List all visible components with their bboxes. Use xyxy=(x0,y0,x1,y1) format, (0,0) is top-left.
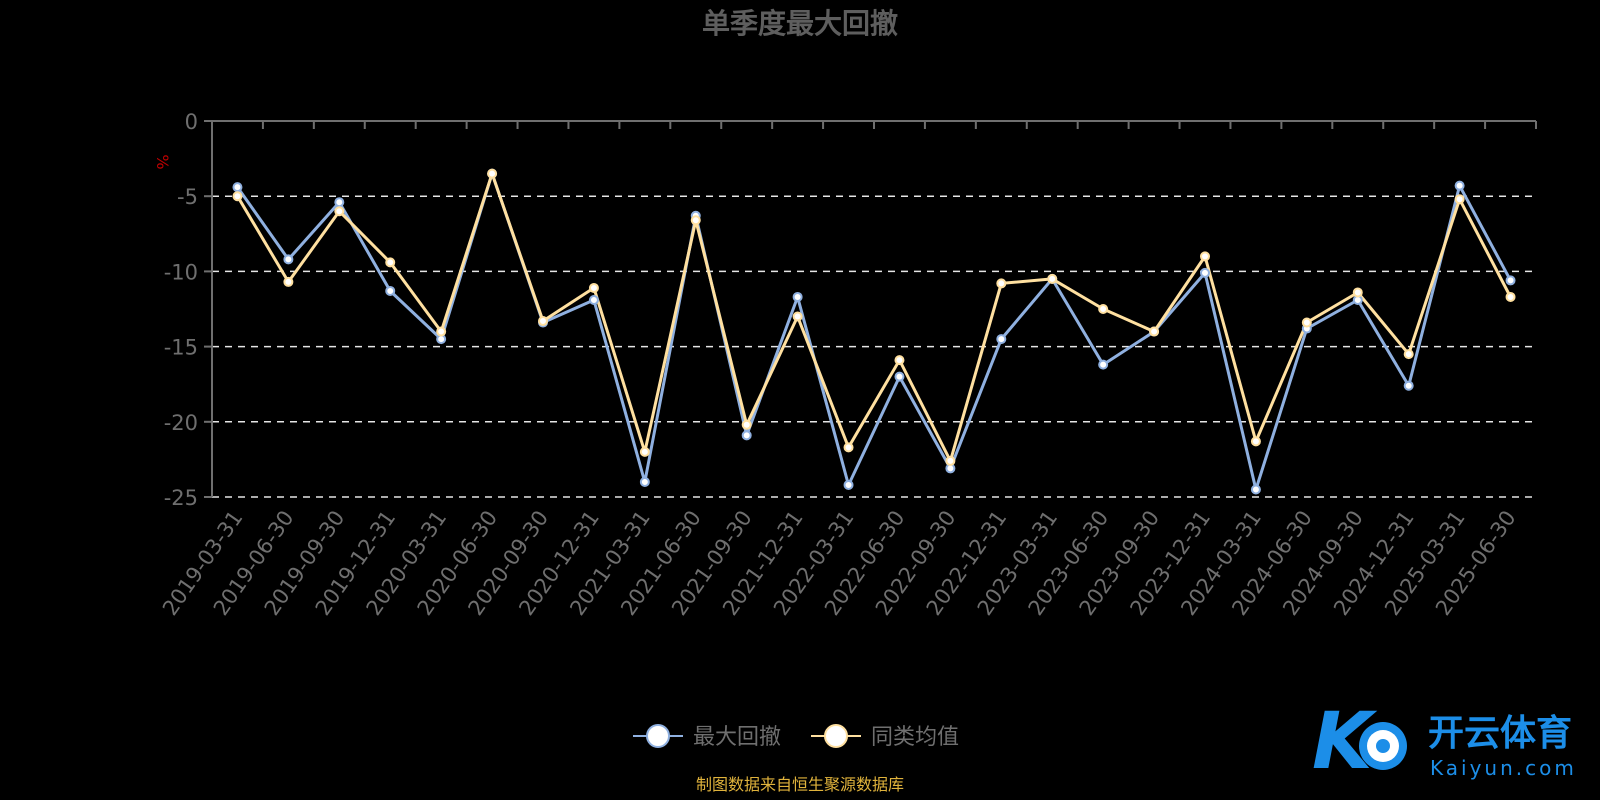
data-point-series-0[interactable] xyxy=(1250,484,1261,495)
data-point-series-1[interactable] xyxy=(639,446,650,457)
data-point-series-1[interactable] xyxy=(1149,326,1160,337)
data-point-series-0[interactable] xyxy=(843,479,854,490)
data-point-series-0[interactable] xyxy=(588,294,599,305)
data-source-note: 制图数据来自恒生聚源数据库 xyxy=(696,775,904,794)
data-point-series-0[interactable] xyxy=(1454,180,1465,191)
data-point-series-0[interactable] xyxy=(385,285,396,296)
y-tick-label: -5 xyxy=(177,185,198,209)
data-point-series-1[interactable] xyxy=(436,326,447,337)
legend-label-peer-average: 同类均值 xyxy=(871,725,959,750)
data-point-series-0[interactable] xyxy=(996,334,1007,345)
chart-title: 单季度最大回撤 xyxy=(702,7,898,40)
data-point-series-0[interactable] xyxy=(792,291,803,302)
data-point-series-0[interactable] xyxy=(232,182,243,193)
data-point-series-1[interactable] xyxy=(1352,287,1363,298)
legend-label-max-drawdown: 最大回撤 xyxy=(693,725,781,750)
data-point-series-0[interactable] xyxy=(639,476,650,487)
y-tick-label: -10 xyxy=(164,260,198,284)
data-point-series-0[interactable] xyxy=(1403,380,1414,391)
data-point-series-1[interactable] xyxy=(792,311,803,322)
data-point-series-0[interactable] xyxy=(1098,359,1109,370)
data-point-series-1[interactable] xyxy=(1403,349,1414,360)
data-point-series-0[interactable] xyxy=(894,371,905,382)
data-point-series-0[interactable] xyxy=(283,254,294,265)
data-point-series-1[interactable] xyxy=(843,442,854,453)
data-point-series-1[interactable] xyxy=(1047,273,1058,284)
brand-name-en: Kaiyun.com xyxy=(1430,756,1577,780)
data-point-series-1[interactable] xyxy=(1098,304,1109,314)
data-point-series-1[interactable] xyxy=(996,278,1007,289)
legend-marker-peer-average xyxy=(824,724,848,748)
data-point-series-1[interactable] xyxy=(1301,317,1312,328)
data-point-series-1[interactable] xyxy=(588,282,599,293)
data-point-series-1[interactable] xyxy=(232,191,243,202)
legend[interactable]: 最大回撤 同类均值 xyxy=(633,724,959,750)
data-point-series-1[interactable] xyxy=(1200,251,1210,262)
data-point-series-1[interactable] xyxy=(385,257,396,268)
grid-layer xyxy=(212,195,1536,498)
legend-item-max-drawdown[interactable]: 最大回撤 xyxy=(633,724,781,750)
series-line-1 xyxy=(236,172,1512,463)
brand-name-cn: 开云体育 xyxy=(1428,713,1572,754)
data-point-series-1[interactable] xyxy=(334,206,345,217)
data-point-series-1[interactable] xyxy=(283,276,294,287)
y-tick-label: -20 xyxy=(164,411,198,435)
data-point-series-1[interactable] xyxy=(538,316,548,327)
data-point-series-0[interactable] xyxy=(334,197,345,208)
data-point-series-1[interactable] xyxy=(741,419,752,430)
series-line-0 xyxy=(236,172,1512,491)
data-point-series-0[interactable] xyxy=(1505,275,1516,286)
data-point-series-1[interactable] xyxy=(1505,291,1516,302)
data-point-series-0[interactable] xyxy=(1200,267,1210,278)
series-layer xyxy=(232,168,1516,495)
y-axis-unit: % xyxy=(153,154,172,169)
data-point-series-1[interactable] xyxy=(690,215,701,226)
data-point-series-1[interactable] xyxy=(1250,436,1261,447)
legend-marker-max-drawdown xyxy=(646,724,670,748)
data-point-series-1[interactable] xyxy=(487,168,498,179)
axis-layer: 0-5-10-15-20-252019-03-312019-06-302019-… xyxy=(158,110,1537,620)
data-point-series-1[interactable] xyxy=(894,355,905,366)
data-point-series-1[interactable] xyxy=(945,455,956,466)
y-tick-label: -15 xyxy=(164,336,198,360)
brand-logo-icon: K xyxy=(1312,697,1407,787)
data-point-series-0[interactable] xyxy=(741,430,752,441)
brand-watermark: K 开云体育 Kaiyun.com xyxy=(1312,697,1577,787)
y-tick-label: -25 xyxy=(164,486,198,510)
legend-item-peer-average[interactable]: 同类均值 xyxy=(811,724,959,750)
data-point-series-1[interactable] xyxy=(1454,194,1465,205)
y-tick-label: 0 xyxy=(185,110,198,134)
